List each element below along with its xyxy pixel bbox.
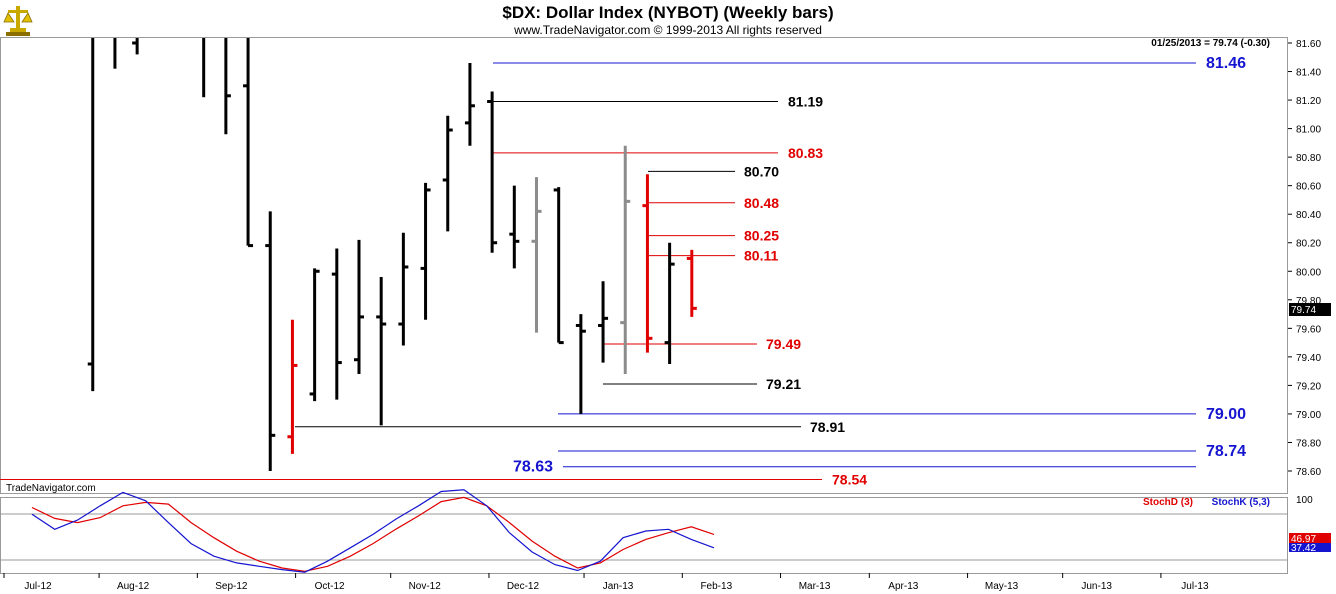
level-label: 78.74 [1206,443,1246,460]
price-bar [398,232,409,346]
price-tick-label: 79.40 [1296,353,1321,364]
stochastic-lines [31,489,715,573]
stoch-panel-frame [0,497,1288,574]
level-label: 80.70 [744,163,779,179]
price-tick-label: 79.80 [1296,296,1321,307]
level-label: 80.83 [788,145,823,161]
stoch-tick-100: 100 [1296,495,1313,506]
level-label: 80.11 [744,248,778,264]
price-bar [531,177,542,333]
level-label: 80.48 [744,195,779,211]
price-bar [664,242,675,364]
price-tick-label: 79.20 [1296,381,1321,392]
price-bar [87,38,95,392]
price-bar [224,38,231,135]
date-tick-label: Jul-13 [1181,581,1209,592]
price-bar [487,91,498,253]
price-bar [553,187,564,345]
date-tick-label: Jul-12 [24,581,52,592]
support-resistance-levels: 81.46 81.19 80.83 80.70 80.48 80.25 80.11 79.49… [0,55,1246,488]
price-bar [353,239,364,374]
price-tick-label: 81.40 [1296,68,1321,79]
chart-title: $DX: Dollar Index (NYBOT) (Weekly bars) [502,3,833,22]
price-axis: 81.60 81.40 81.20 81.00 80.80 80.60 80.40 80.20… [1288,39,1321,478]
date-tick-label: Feb-13 [700,581,732,592]
stochd-line [31,496,715,572]
price-bar [309,268,320,402]
date-tick-label: Aug-12 [117,581,150,592]
price-tick-label: 79.60 [1296,324,1321,335]
stoch-value-boxes: 46.97 37.42 [1289,533,1331,554]
stochd-value: 46.97 [1291,534,1316,545]
date-tick-label: Jan-13 [603,581,634,592]
price-bar [598,281,609,363]
stochk-line [31,489,715,573]
date-axis: Jul-12 Aug-12 Sep-12 Oct-12 Nov-12 Dec-12 Jan-… [3,573,1209,592]
price-bar [243,38,254,248]
price-bar [442,115,453,232]
level-label: 79.49 [766,336,801,352]
date-tick-label: Apr-13 [888,581,918,592]
price-bar [331,248,342,400]
price-bar [420,182,431,320]
last-price-box: 79.74 [1289,303,1331,316]
level-label: 79.21 [766,376,801,392]
date-tick-label: Oct-12 [315,581,345,592]
price-tick-label: 80.40 [1296,210,1321,221]
chart-subtitle: www.TradeNavigator.com © 1999-2013 All r… [513,23,822,37]
price-bar [509,185,520,269]
price-tick-label: 80.20 [1296,239,1321,250]
price-tick-label: 81.20 [1296,96,1321,107]
price-tick-label: 79.00 [1296,410,1321,421]
price-bars [87,38,697,471]
quote-readout: 01/25/2013 = 79.74 (-0.30) [1151,38,1270,49]
legend-stochk: StochK (5,3) [1212,497,1270,508]
date-tick-label: May-13 [985,581,1019,592]
price-tick-label: 78.60 [1296,467,1321,478]
level-label: 80.25 [744,228,779,244]
price-tick-label: 80.60 [1296,182,1321,193]
date-tick-label: Jun-13 [1081,581,1112,592]
watermark: TradeNavigator.com [6,483,96,494]
stochk-value: 37.42 [1291,543,1316,554]
last-price-label: 79.74 [1291,305,1316,316]
level-label: 79.00 [1206,406,1246,423]
price-tick-label: 81.00 [1296,125,1321,136]
price-bar [287,319,298,454]
price-bar [642,174,653,353]
price-bar [464,62,475,146]
price-bar [376,276,387,426]
legend-stochd: StochD (3) [1143,497,1193,508]
logo [3,6,33,36]
level-label: 78.63 [513,459,553,476]
price-bar [132,38,139,55]
price-tick-label: 80.00 [1296,267,1321,278]
level-label: 81.46 [1206,55,1246,72]
price-bar [265,211,276,471]
price-panel-frame [0,37,1288,494]
date-tick-label: Dec-12 [507,581,540,592]
level-label: 78.91 [810,419,845,435]
price-tick-label: 81.60 [1296,39,1321,50]
price-tick-label: 78.80 [1296,438,1321,449]
date-tick-label: Nov-12 [409,581,442,592]
price-bar [575,314,586,414]
price-tick-label: 80.80 [1296,153,1321,164]
date-tick-label: Sep-12 [215,581,248,592]
scales-icon [3,6,33,36]
price-bar [620,145,631,374]
date-tick-label: Mar-13 [799,581,831,592]
level-label: 81.19 [788,93,823,109]
price-bar [686,249,697,317]
level-label: 78.54 [832,472,867,488]
